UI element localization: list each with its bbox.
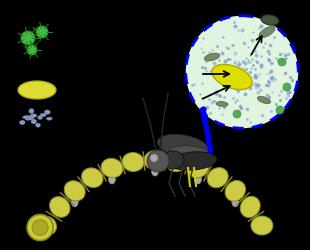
Ellipse shape	[82, 168, 103, 188]
Ellipse shape	[108, 174, 116, 184]
Ellipse shape	[232, 197, 239, 207]
Ellipse shape	[46, 117, 52, 120]
Ellipse shape	[144, 150, 166, 170]
Ellipse shape	[212, 64, 252, 90]
Ellipse shape	[25, 116, 31, 120]
Ellipse shape	[20, 120, 25, 125]
Ellipse shape	[38, 116, 42, 119]
Ellipse shape	[240, 196, 260, 218]
Ellipse shape	[30, 114, 37, 117]
Ellipse shape	[40, 216, 56, 234]
Circle shape	[32, 220, 48, 236]
Ellipse shape	[31, 119, 37, 124]
Circle shape	[283, 83, 291, 91]
Ellipse shape	[71, 197, 78, 207]
Circle shape	[36, 26, 48, 38]
Ellipse shape	[257, 96, 271, 104]
Ellipse shape	[152, 166, 158, 176]
Ellipse shape	[166, 152, 188, 172]
Ellipse shape	[187, 158, 209, 178]
Circle shape	[21, 31, 35, 45]
Circle shape	[27, 214, 53, 240]
Circle shape	[278, 58, 286, 66]
Ellipse shape	[225, 180, 246, 201]
Ellipse shape	[44, 110, 50, 114]
Ellipse shape	[29, 115, 34, 120]
Ellipse shape	[64, 181, 85, 201]
Ellipse shape	[36, 123, 41, 127]
Ellipse shape	[251, 216, 273, 235]
Ellipse shape	[169, 146, 211, 160]
Circle shape	[27, 45, 37, 55]
Circle shape	[150, 154, 158, 162]
Ellipse shape	[122, 152, 144, 172]
Ellipse shape	[207, 168, 228, 188]
Ellipse shape	[261, 15, 279, 25]
Ellipse shape	[101, 158, 123, 178]
Circle shape	[147, 150, 169, 172]
Ellipse shape	[194, 174, 202, 184]
Ellipse shape	[216, 102, 228, 106]
Circle shape	[276, 106, 284, 114]
Ellipse shape	[162, 151, 184, 169]
Ellipse shape	[169, 152, 217, 170]
Circle shape	[186, 16, 298, 128]
Circle shape	[233, 110, 241, 118]
Ellipse shape	[29, 109, 34, 114]
Ellipse shape	[18, 81, 56, 99]
Ellipse shape	[50, 196, 70, 217]
Ellipse shape	[23, 116, 30, 119]
Ellipse shape	[259, 26, 275, 38]
Ellipse shape	[157, 134, 209, 158]
Ellipse shape	[204, 53, 220, 61]
Ellipse shape	[40, 113, 46, 117]
